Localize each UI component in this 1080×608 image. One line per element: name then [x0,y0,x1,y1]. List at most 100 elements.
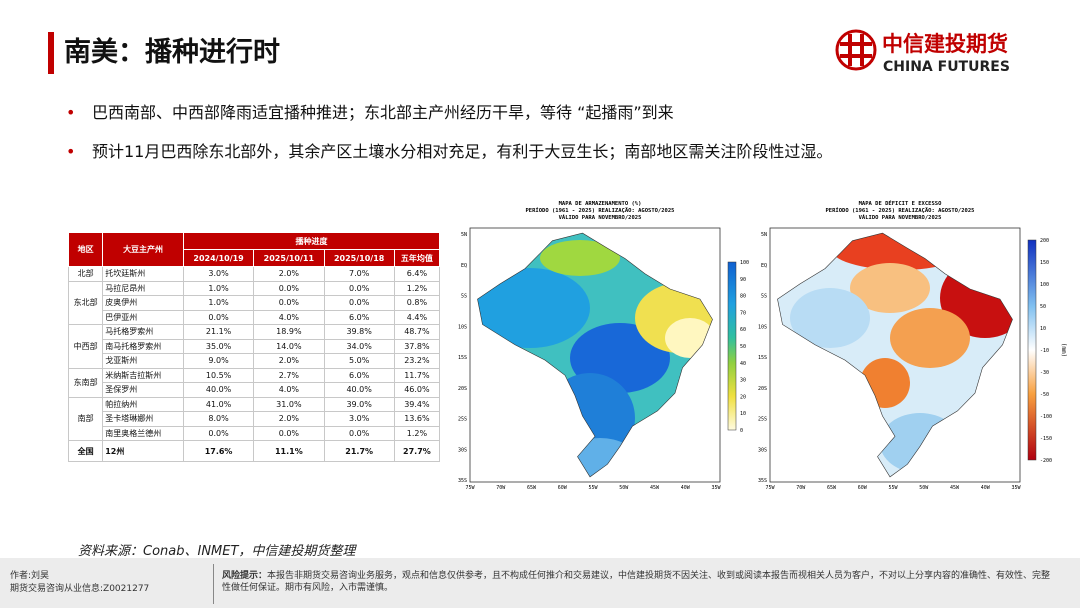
lat-label: 35S [758,478,767,484]
license: 期货交易咨询从业信息:Z0021277 [10,584,150,594]
colorbar-label: 150 [1040,260,1049,266]
lon-label: 70W [796,485,806,491]
colorbar-label: 100 [740,260,749,266]
colorbar-label: 200 [1040,238,1049,244]
colorbar-label: -10 [1040,348,1049,354]
author: 作者:刘昊 [10,571,50,581]
colorbar-label: -50 [1040,392,1049,398]
lat-label: 25S [758,417,767,423]
lat-label: 15S [758,355,767,361]
table-row: 南里奥格兰德州 0.0% 0.0% 0.0% 1.2% [69,425,441,441]
table-cell: 东北部 [67,280,104,325]
lat-label: 5N [461,232,467,238]
table-row: 北部 托坎廷斯州 3.0% 2.0% 7.0% 6.4% [67,266,441,282]
lon-label: 45W [650,485,660,491]
colorbar-label: -100 [1040,414,1052,420]
table-row: 南部 帕拉纳州 41.0% 31.0% 39.0% 39.4% [67,396,441,441]
risk-notice: 风险提示：本报告非期货交易咨询业务服务，观点和信息仅供参考，且不构成任何推介和交… [222,570,1052,594]
table-cell: 2025/10/18 [323,249,395,267]
map-title: MAPA DE ARMAZENAMENTO (%) [559,201,642,207]
risk-text: 本报告非期货交易咨询业务服务，观点和信息仅供参考，且不构成任何推介和交易建议，中… [222,571,1051,593]
source-note: 资料来源：Conab、INMET，中信建投期货整理 [78,544,356,559]
storage-map [469,227,721,483]
lon-label: 55W [588,485,598,491]
table-row: 东北部 马拉尼昂州 1.0% 0.0% 0.0% 1.2% [67,280,441,325]
colorbar-label: -200 [1040,458,1052,464]
table-row: 南马托格罗索州 35.0% 14.0% 34.0% 37.8% [69,338,441,354]
bullet: 巴西南部、中西部降雨适宜播种推进；东北部主产州经历干旱，等待 “起播雨”到来 [66,102,674,124]
lon-label: 50W [919,485,929,491]
lat-label: 10S [458,324,467,330]
footer [0,558,1080,608]
bullet-text: 巴西南部、中西部降雨适宜播种推进；东北部主产州经历干旱，等待 “起播雨”到来 [92,103,674,122]
table-cell: 五年均值 [393,249,441,267]
lon-label: 40W [681,485,691,491]
table-row: 全国 12州 17.6% 11.1% 21.7% 27.7% [67,440,441,462]
colorbar [727,261,737,431]
colorbar-label: 80 [740,294,746,300]
colorbar-label: 10 [740,411,746,417]
logo: 中信建投期货 CHINA FUTURES [835,29,1010,75]
table-cell: 4.4% [393,309,441,325]
lat-label: 15S [458,355,467,361]
logo-name: 中信建投期货 [882,32,1008,56]
lon-label: 70W [496,485,506,491]
lat-label: 10S [758,324,767,330]
colorbar-label: 0 [740,428,743,434]
colorbar-label: 20 [740,394,746,400]
map-title: VÁLIDO PARA NOVEMBRO/2025 [859,214,942,221]
colorbar-label: 50 [740,344,746,350]
lon-label: 40W [981,485,991,491]
table-row: 2024/10/19 2025/10/11 2025/10/18 五年均值 [69,249,441,267]
lat-label: 20S [758,386,767,392]
lon-label: 35W [1011,485,1021,491]
colorbar-label: 30 [740,378,746,384]
lat-label: 25S [458,417,467,423]
colorbar [1027,239,1037,461]
colorbar-label: 60 [740,327,746,333]
colorbar-label: 10 [1040,326,1046,332]
lon-label: 60W [558,485,568,491]
table-cell: 中西部 [67,324,104,369]
lat-label: EQ [461,263,467,269]
map-title: PERÍODO (1961 - 2025) REALIZAÇÃO: AGOSTO… [825,206,974,214]
lat-label: 30S [458,447,467,453]
table-cell: 27.7% [393,440,441,462]
table-row: 巴伊亚州 0.0% 4.0% 6.0% 4.4% [69,309,441,325]
lat-label: EQ [761,263,767,269]
maps: MAPA DE ARMAZENAMENTO (%)PERÍODO (1961 -… [458,199,1067,491]
lon-label: 75W [765,485,775,491]
accent-bar [48,32,54,74]
colorbar-label: 50 [1040,304,1046,310]
map-title: MAPA DE DÉFICIT E EXCESSO [859,199,942,207]
bullet-text: 预计11月巴西除东北部外，其余产区土壤水分相对充足，有利于大豆生长；南部地区需关… [92,142,833,161]
table-cell: 2024/10/19 [182,249,255,267]
colorbar-label: 90 [740,277,746,283]
lon-label: 35W [711,485,721,491]
table-row: 皮奥伊州 1.0% 0.0% 0.0% 0.8% [69,295,441,311]
lon-label: 65W [827,485,837,491]
colorbar-unit: (mm) [1060,343,1067,357]
table-cell: 大豆主产州 [102,232,184,267]
colorbar-label: 40 [740,361,746,367]
bullet: 预计11月巴西除东北部外，其余产区土壤水分相对充足，有利于大豆生长；南部地区需关… [66,141,833,163]
lon-label: 55W [888,485,898,491]
table-row: 东南部 米纳斯吉拉斯州 10.5% 2.7% 6.0% 11.7% [67,367,441,398]
logo-english: CHINA FUTURES [883,59,1010,75]
lon-label: 60W [858,485,868,491]
colorbar-label: 70 [740,310,746,316]
lat-label: 30S [758,447,767,453]
lon-label: 45W [950,485,960,491]
table-cell: 21.7% [323,440,395,462]
colorbar-label: 100 [1040,282,1049,288]
colorbar-label: -30 [1040,370,1049,376]
lon-label: 65W [527,485,537,491]
footer-divider [213,564,214,604]
map-title: PERÍODO (1961 - 2025) REALIZAÇÃO: AGOSTO… [525,206,674,214]
lon-label: 50W [619,485,629,491]
lon-label: 75W [465,485,475,491]
table-cell: 全国 [67,440,104,462]
table-cell: 东南部 [67,367,104,398]
map-title: VÁLIDO PARA NOVEMBRO/2025 [559,214,642,221]
